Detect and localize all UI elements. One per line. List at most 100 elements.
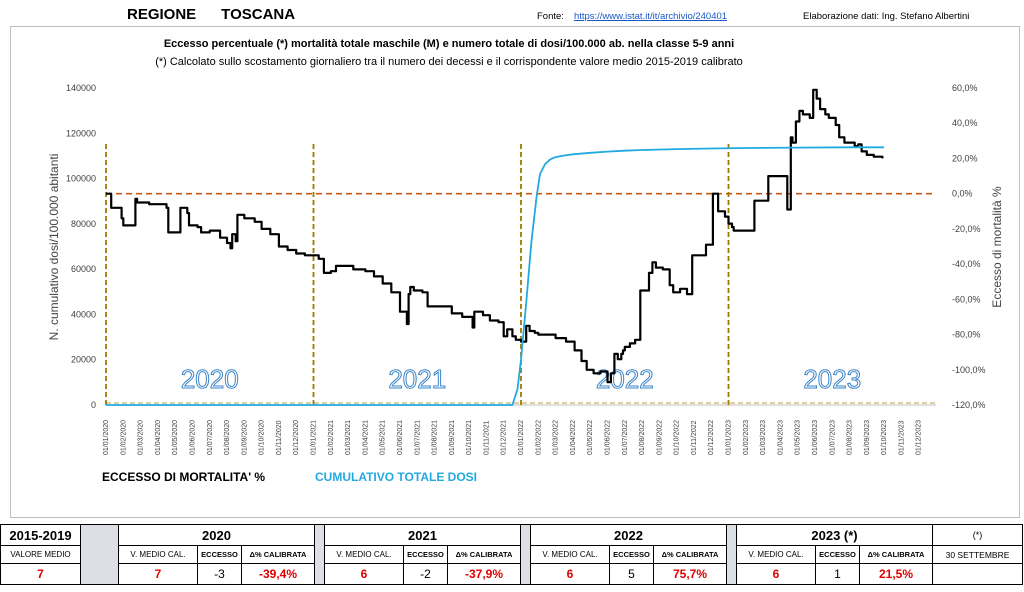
x-tick-label: 01/11/2020	[276, 420, 283, 455]
x-tick-label: 01/02/2022	[535, 420, 542, 455]
summary-area: 2015-2019 2020 2021 2022 2023 (*) (*) VA…	[0, 524, 1024, 592]
elaboration-credit: Elaborazione dati: Ing. Stefano Albertin…	[803, 11, 970, 22]
cell-value: 6	[324, 563, 404, 585]
year-2023-header: 2023 (*)	[736, 524, 933, 546]
cell-value: 21,5%	[859, 563, 933, 585]
chart-svg: Eccesso percentuale (*) mortalità totale…	[47, 38, 1004, 455]
x-tick-label: 01/03/2022	[553, 420, 560, 455]
x-tick-label: 01/04/2022	[570, 420, 577, 455]
col-header: ECCESSO	[609, 545, 654, 564]
x-tick-label: 01/10/2022	[674, 420, 681, 455]
x-tick-label: 01/07/2020	[207, 420, 214, 455]
x-tick-label: 01/12/2021	[501, 420, 508, 455]
header-bar: REGIONE TOSCANA Fonte: https://www.istat.…	[0, 0, 1024, 26]
year-label: 2022	[596, 364, 654, 394]
x-tick-label: 01/04/2023	[777, 420, 784, 455]
y-left-tick-label: 100000	[66, 174, 96, 184]
x-tick-label: 01/09/2023	[864, 420, 871, 455]
x-tick-label: 01/07/2021	[414, 420, 421, 455]
baseline-value: 7	[0, 563, 81, 585]
marks-group: 2020 2021 2022 2023	[105, 88, 936, 406]
y-left-tick-label: 140000	[66, 83, 96, 93]
cell-value: 7	[118, 563, 198, 585]
y-left-tick-label: 120000	[66, 128, 96, 138]
cell-value: 5	[609, 563, 654, 585]
x-tick-label: 01/11/2023	[898, 420, 905, 455]
x-tick-label: 01/04/2020	[155, 420, 162, 455]
x-tick-label: 01/02/2020	[120, 420, 127, 455]
x-tick-label: 01/10/2021	[466, 420, 473, 455]
y-right-tick-label: -80,0%	[952, 330, 981, 340]
cell-value: -37,9%	[447, 563, 521, 585]
chart-title: Eccesso percentuale (*) mortalità totale…	[164, 38, 734, 50]
cell-value: -3	[197, 563, 242, 585]
y-right-tick-label: 20,0%	[952, 153, 978, 163]
year-2021-header: 2021	[324, 524, 521, 546]
legend-ecc: ECCESSO DI MORTALITA' %	[102, 470, 265, 484]
source-link[interactable]: https://www.istat.it/it/archivio/240401	[573, 11, 728, 22]
x-tick-label: 01/03/2023	[760, 420, 767, 455]
cell-value: 1	[815, 563, 860, 585]
y-axis-right-label: Eccesso di mortalità %	[990, 186, 1004, 308]
source-label: Fonte:	[537, 11, 564, 22]
spacer	[314, 524, 325, 585]
col-header: Δ% CALIBRATA	[859, 545, 933, 564]
col-header: ECCESSO	[815, 545, 860, 564]
x-tick-label: 01/05/2021	[380, 420, 387, 455]
x-tick-label: 01/01/2021	[311, 420, 318, 455]
col-header: V. MEDIO CAL.	[530, 545, 610, 564]
x-tick-label: 01/01/2022	[518, 420, 525, 455]
y-right-tick-label: 40,0%	[952, 118, 978, 128]
x-tick-label: 01/07/2022	[622, 420, 629, 455]
baseline-sub: VALORE MEDIO	[0, 545, 81, 564]
legend-ecc-label: ECCESSO DI MORTALITA' %	[102, 470, 266, 484]
x-tick-label: 01/06/2021	[397, 420, 404, 455]
x-tick-label: 01/09/2021	[449, 420, 456, 455]
spacer	[726, 524, 737, 585]
col-header: Δ% CALIBRATA	[653, 545, 727, 564]
x-tick-label: 01/03/2020	[138, 420, 145, 455]
legend-dosi-label: CUMULATIVO TOTALE DOSI	[315, 470, 477, 484]
col-header: ECCESSO	[197, 545, 242, 564]
x-tick-label: 01/11/2021	[483, 420, 490, 455]
x-tick-label: 01/08/2021	[432, 420, 439, 455]
y-right-tick-label: -120,0%	[952, 400, 986, 410]
x-tick-label: 01/01/2023	[726, 420, 733, 455]
footnote-date: 30 SETTEMBRE	[932, 545, 1023, 564]
axes-group: 0 20000 40000 60000 80000 100000 120000 140000 -…	[66, 83, 986, 455]
x-tick-label: 01/12/2023	[916, 420, 923, 455]
x-tick-label: 01/06/2022	[604, 420, 611, 455]
year-label: 2020	[181, 364, 239, 394]
footnote-empty	[932, 563, 1023, 585]
legend-dosi: CUMULATIVO TOTALE DOSI	[315, 470, 477, 484]
y-right-tick-label: -100,0%	[952, 365, 986, 375]
summary-table: 2015-2019 2020 2021 2022 2023 (*) (*) VA…	[0, 524, 1023, 585]
x-tick-label: 01/09/2022	[656, 420, 663, 455]
x-tick-label: 01/08/2023	[847, 420, 854, 455]
x-tick-label: 01/08/2020	[224, 420, 231, 455]
y-right-tick-label: 0,0%	[952, 189, 973, 199]
year-label: 2023	[803, 364, 861, 394]
footnote-mark: (*)	[932, 524, 1023, 546]
y-left-tick-label: 40000	[71, 309, 96, 319]
cell-value: 6	[736, 563, 816, 585]
x-tick-label: 01/10/2023	[881, 420, 888, 455]
y-right-tick-label: 60,0%	[952, 83, 978, 93]
source-line: Fonte: https://www.istat.it/it/archivio/2…	[537, 11, 727, 22]
col-header: V. MEDIO CAL.	[324, 545, 404, 564]
baseline-title: 2015-2019	[0, 524, 81, 546]
x-tick-label: 01/05/2023	[795, 420, 802, 455]
col-header: Δ% CALIBRATA	[447, 545, 521, 564]
year-2022-header: 2022	[530, 524, 727, 546]
x-tick-label: 01/12/2022	[708, 420, 715, 455]
col-header: Δ% CALIBRATA	[241, 545, 315, 564]
chart-panel: Eccesso percentuale (*) mortalità totale…	[10, 26, 1020, 518]
series-excess-line	[106, 88, 884, 384]
x-tick-label: 01/11/2022	[691, 420, 698, 455]
cell-value: 6	[530, 563, 610, 585]
x-tick-label: 01/02/2021	[328, 420, 335, 455]
col-header: ECCESSO	[403, 545, 448, 564]
x-tick-label: 01/09/2020	[241, 420, 248, 455]
x-tick-label: 01/06/2020	[189, 420, 196, 455]
col-header: V. MEDIO CAL.	[736, 545, 816, 564]
